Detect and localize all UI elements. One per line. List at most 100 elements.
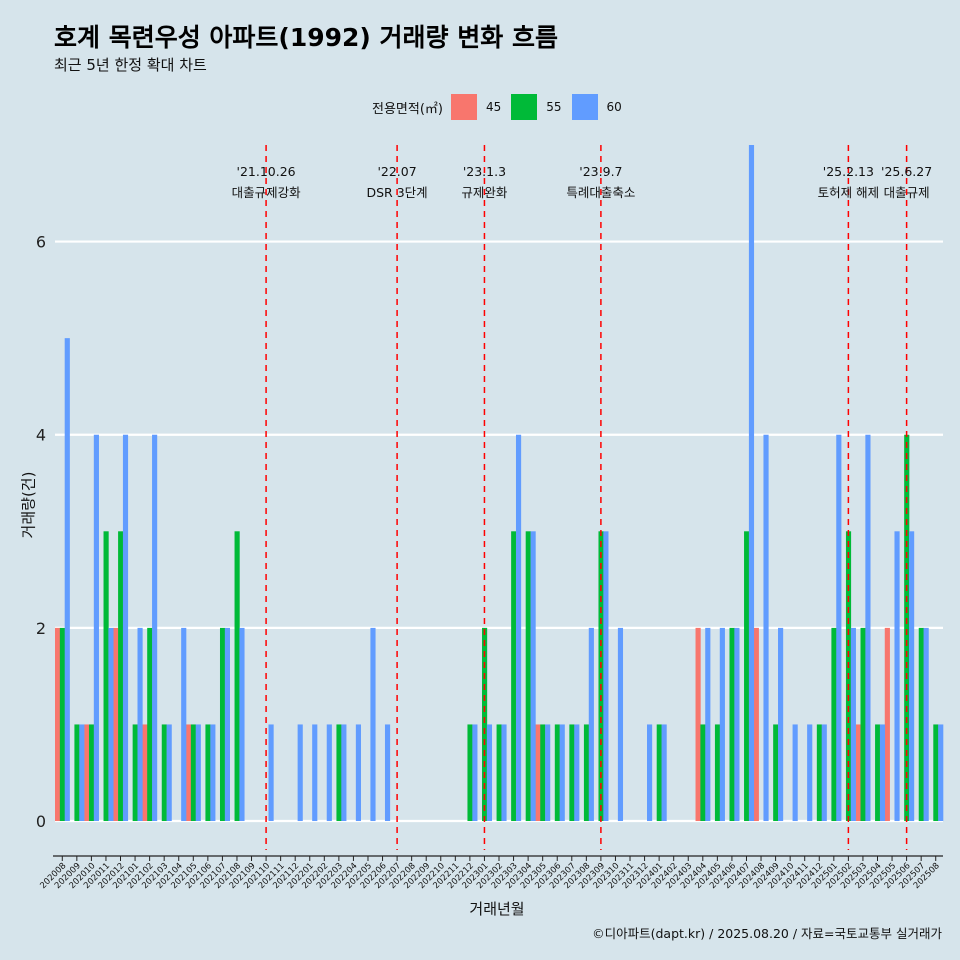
bar-60: [909, 531, 915, 822]
bar-60: [341, 724, 347, 822]
bar-55: [496, 724, 502, 822]
bar-60: [472, 724, 478, 822]
legend-key-55: [511, 94, 538, 120]
y-tick-label: 6: [36, 233, 46, 252]
bar-55: [118, 531, 124, 822]
bar-45: [84, 724, 90, 822]
bar-55: [511, 531, 517, 822]
bar-60: [778, 627, 784, 822]
bar-60: [923, 627, 929, 822]
event-date: '25.6.27: [881, 164, 932, 179]
event-label: 대출규제강화: [232, 185, 302, 200]
bar-60: [195, 724, 201, 822]
bar-60: [64, 338, 70, 822]
bar-60: [574, 724, 580, 822]
bar-55: [904, 434, 910, 822]
bar-60: [748, 145, 755, 822]
bar-60: [355, 724, 362, 822]
bar-55: [583, 724, 590, 822]
legend: 전용면적(㎡) 45 55 60: [372, 93, 632, 121]
bar-60: [603, 531, 609, 822]
bar-60: [938, 724, 944, 822]
bar-60: [93, 434, 99, 822]
bar-60: [501, 724, 507, 822]
chart-subtitle: 최근 5년 한정 확대 차트: [54, 56, 207, 74]
chart-title: 호계 목련우성 아파트(1992) 거래량 변화 흐름: [54, 23, 558, 52]
bar-55: [234, 531, 240, 822]
bar-60: [850, 627, 856, 822]
bar-60: [836, 434, 842, 822]
bar-55: [714, 724, 721, 822]
bar-60: [647, 724, 653, 822]
bar-45: [695, 627, 701, 822]
x-axis-label: 거래년월: [469, 900, 525, 918]
event-label: 토허제 해제: [818, 185, 879, 200]
event-date: '23.9.7: [579, 164, 622, 179]
bar-55: [59, 627, 66, 822]
bar-45: [535, 724, 541, 822]
bar-55: [467, 724, 473, 822]
bar-60: [515, 434, 522, 822]
bar-55: [744, 531, 750, 822]
legend-item-60: 60: [571, 94, 622, 120]
bar-45: [855, 724, 861, 822]
legend-title: 전용면적(㎡): [372, 101, 443, 117]
bar-55: [190, 724, 197, 822]
bar-60: [166, 724, 172, 822]
bar-60: [79, 724, 85, 822]
bar-60: [588, 627, 594, 822]
legend-key-60: [571, 94, 598, 120]
legend-item-45: 45: [450, 94, 502, 120]
bar-60: [210, 724, 216, 822]
x-axis-label-wrap: 거래년월: [0, 898, 960, 919]
legend-label-45: 45: [485, 100, 502, 114]
bar-55: [482, 627, 488, 822]
bar-60: [224, 627, 230, 822]
bar-60: [312, 724, 318, 822]
bar-60: [370, 627, 376, 822]
legend-key-45: [450, 94, 477, 120]
bar-55: [875, 724, 881, 822]
bar-60: [559, 724, 565, 822]
bar-60: [617, 627, 624, 822]
bar-45: [113, 627, 119, 822]
event-date: '25.2.13: [823, 164, 874, 179]
bar-60: [705, 627, 711, 822]
bar-55: [816, 724, 822, 822]
bar-55: [540, 724, 546, 822]
bar-60: [763, 434, 769, 822]
y-axis-label: 거래량(건): [19, 471, 38, 539]
y-tick-label: 0: [36, 812, 46, 831]
event-date: '22.07: [377, 164, 416, 179]
bar-55: [103, 531, 109, 822]
bar-55: [831, 627, 837, 822]
event-label: 특례대출축소: [566, 185, 635, 200]
bar-60: [865, 434, 871, 822]
bar-60: [792, 724, 798, 822]
bar-60: [545, 724, 551, 822]
bar-55: [525, 531, 531, 822]
bar-55: [860, 627, 866, 822]
bar-55: [219, 627, 226, 822]
event-label: 규제완화: [461, 185, 508, 200]
bar-45: [753, 627, 759, 822]
bar-55: [336, 724, 342, 822]
bar-60: [181, 627, 187, 822]
bar-45: [884, 627, 890, 822]
bar-60: [734, 627, 740, 822]
bar-55: [147, 627, 153, 822]
source-caption: ©디아파트(dapt.kr) / 2025.08.20 / 자료=국토교통부 실…: [592, 926, 942, 941]
y-tick-label: 2: [36, 619, 46, 638]
bar-55: [700, 724, 706, 822]
bar-45: [186, 724, 192, 822]
legend-item-55: 55: [511, 94, 562, 120]
bar-60: [326, 724, 332, 822]
bar-60: [297, 724, 303, 822]
bar-60: [821, 724, 827, 822]
bar-55: [205, 724, 211, 822]
bar-60: [122, 434, 129, 822]
bar-60: [384, 724, 391, 822]
bar-55: [554, 724, 560, 822]
bar-55: [656, 724, 662, 822]
